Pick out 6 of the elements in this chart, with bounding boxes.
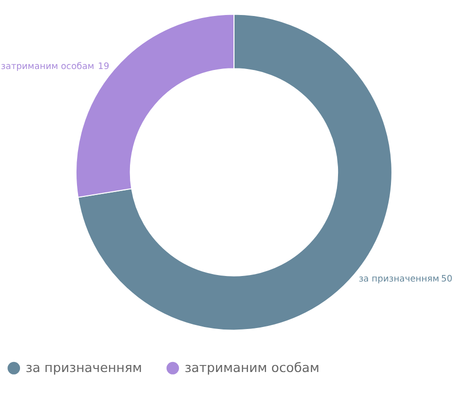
slice-label: за призначенням [358, 274, 440, 284]
legend-label: затриманим особам [184, 361, 320, 376]
legend-label: за призначенням [26, 361, 142, 376]
data-label: 19 [98, 62, 110, 72]
data-label: 50 [441, 274, 453, 284]
slice-label: затриманим особам [0, 62, 94, 72]
